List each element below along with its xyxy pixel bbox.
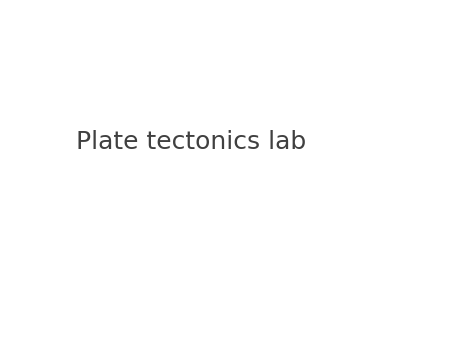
Text: Plate tectonics lab: Plate tectonics lab [76, 130, 307, 154]
